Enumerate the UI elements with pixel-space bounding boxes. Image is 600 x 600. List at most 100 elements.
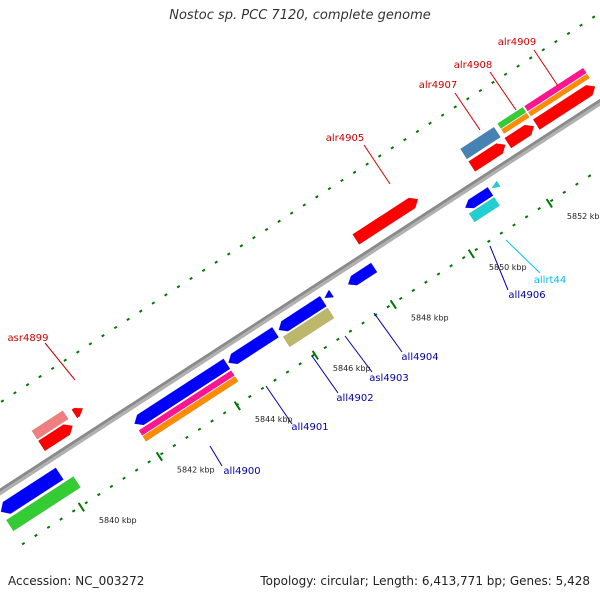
tick-label: 5844 kbp [255, 415, 293, 424]
gene-alr4908-green [497, 106, 527, 129]
tick-dot [549, 198, 554, 203]
tick-dot [449, 264, 453, 268]
gene-label: alr4907 [419, 80, 457, 91]
gene-alr4907 [468, 143, 506, 172]
gene-alr4907-product [460, 126, 501, 160]
tick-dot [252, 236, 256, 240]
tick-dot [327, 186, 332, 191]
gene-label: all4900 [223, 466, 260, 477]
tick-dot [239, 244, 244, 248]
tick-dot [428, 121, 432, 125]
tick-label: 5840 kbp [99, 516, 137, 525]
tick-dot [71, 509, 76, 513]
label-leader [373, 312, 403, 353]
tick-dot [348, 329, 353, 333]
tick-dot [390, 146, 395, 150]
label-leader [209, 445, 223, 467]
tick-dot [46, 525, 51, 529]
tick-dot [315, 195, 319, 199]
gene-label: asl4903 [369, 373, 409, 384]
gene-label: all4902 [336, 393, 373, 404]
genome-backbone [0, 98, 600, 496]
gene-allrt44 [491, 180, 501, 189]
tick-dot [323, 345, 328, 350]
gene-alr4908-orange [501, 112, 530, 134]
tick-dot [436, 272, 441, 276]
tick-dot [336, 337, 340, 342]
tick-dot [226, 252, 231, 256]
gene-all4906-cyan [468, 196, 501, 223]
tick-dot [34, 533, 38, 538]
tick-dot [176, 285, 181, 289]
tick-dot [38, 374, 42, 379]
tick-dot [63, 358, 68, 362]
label-leader [489, 245, 509, 291]
gene-label: alr4909 [498, 37, 536, 48]
gene-labels: asr4899 all4900 all4901 all4902 asl4903 all49… [8, 37, 567, 477]
tick-dot [503, 72, 508, 76]
label-leader [533, 49, 559, 87]
tick-mark [467, 249, 475, 259]
gene-label: alr4905 [326, 133, 364, 144]
tick-dot [440, 113, 445, 117]
tick-dot [562, 190, 567, 194]
tick-mark [155, 451, 163, 462]
gene-all4900-pink [138, 370, 235, 436]
label-leader [344, 335, 373, 373]
tick-dot [424, 280, 428, 284]
label-leader [363, 144, 391, 185]
label-leader [454, 92, 481, 131]
label-leader [489, 71, 517, 111]
gene-alr4909-pink [524, 67, 587, 112]
tick-dot [214, 260, 219, 264]
gene-all4900-orange [142, 376, 239, 442]
tick-dot [189, 276, 193, 281]
tick-dot [499, 231, 504, 235]
tick-marks [77, 198, 553, 512]
gene-asr4899 [37, 424, 73, 452]
tick-dot [377, 154, 382, 158]
tick-label: 5850 kbp [489, 263, 527, 272]
genome-summary: Topology: circular; Length: 6,413,771 bp… [260, 574, 590, 588]
gene-asl4903 [324, 289, 334, 299]
gene-label: all4901 [291, 422, 328, 433]
tick-mark [77, 502, 85, 512]
tick-mark [545, 198, 553, 208]
tick-dot [126, 317, 130, 322]
tick-dot [386, 305, 390, 309]
gene-alr4905 [352, 197, 419, 245]
tick-dot [172, 443, 177, 448]
tick-dot [122, 476, 126, 480]
tick-dot [352, 170, 357, 174]
tick-dot [285, 370, 290, 374]
gene-alr4909 [532, 84, 596, 130]
label-leader [311, 355, 339, 394]
tick-dot [289, 211, 294, 215]
gene-band-green [5, 476, 81, 532]
tick-dot [113, 325, 118, 330]
tick-dot [248, 394, 252, 399]
tick-dot [466, 97, 470, 101]
tick-mark [389, 299, 397, 310]
tick-dot [566, 31, 571, 36]
gene-asl4903-product [282, 307, 335, 348]
tick-label: 5842 kbp [177, 465, 215, 474]
backbone-line [0, 98, 600, 492]
label-leader [44, 342, 76, 381]
gene-label: all4906 [508, 290, 545, 301]
gene-label: alr4908 [454, 60, 492, 71]
gene-label: allrt44 [534, 275, 566, 286]
tick-dot [575, 182, 579, 186]
tick-dot [260, 386, 265, 391]
tick-dot [13, 391, 17, 395]
tick-dot [537, 206, 541, 211]
tick-dot [478, 88, 483, 93]
gene-alr4908 [504, 124, 535, 149]
label-leader [505, 239, 541, 274]
tick-dot [222, 411, 227, 415]
tick-dot [0, 399, 5, 403]
tick-dot [298, 362, 302, 366]
gene-all4902 [278, 295, 327, 332]
gene-label: asr4899 [8, 333, 49, 344]
